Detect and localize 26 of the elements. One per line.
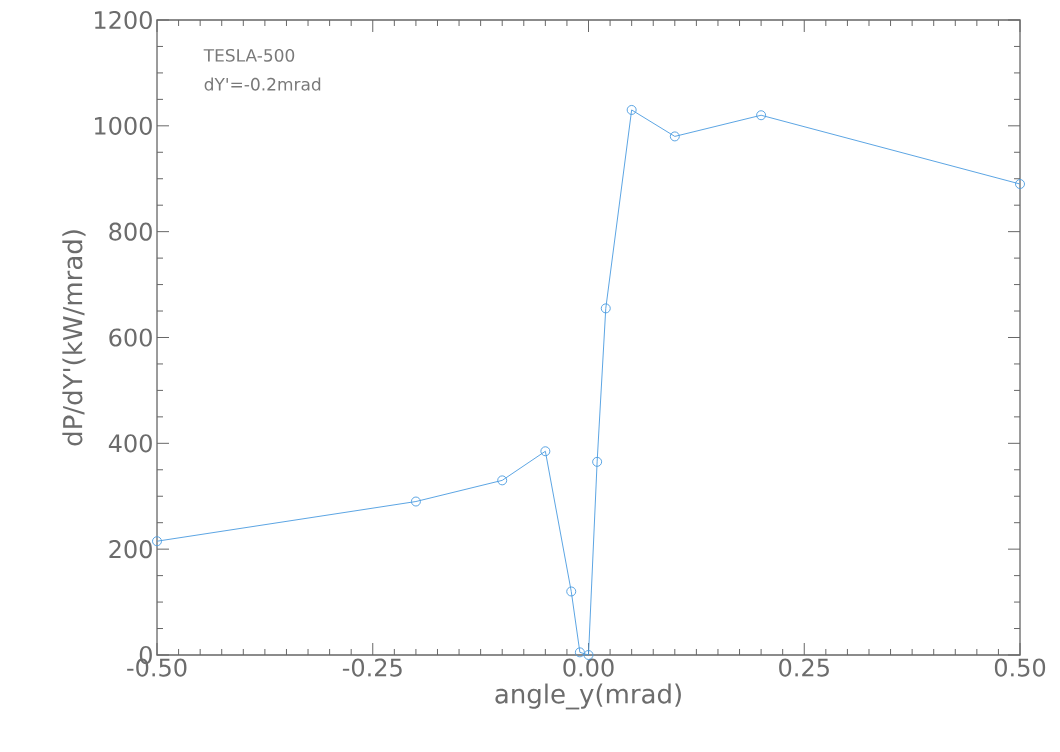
point (566, 586, 577, 597)
annotation: TESLA-500 (203, 48, 295, 62)
point (152, 536, 162, 547)
y-tick-label: 200 (109, 540, 152, 559)
x-tick-label: 0.00 (563, 658, 614, 677)
point (410, 496, 421, 507)
y-tick-label: 400 (108, 434, 152, 453)
point (669, 131, 680, 142)
point (497, 475, 508, 486)
point (626, 105, 637, 115)
point (540, 446, 551, 457)
x-tick-label: 0.50 (994, 658, 1046, 677)
point (600, 303, 611, 314)
point (574, 647, 585, 658)
y-tick-label: 600 (109, 328, 152, 347)
point (1015, 179, 1025, 189)
y-tick-label: 1000 (95, 116, 152, 135)
y-tick-label: 800 (109, 222, 152, 241)
y-axis-title: dP/dY'(kW/mrad) (62, 230, 86, 446)
y-tick-label: 1200 (95, 10, 152, 30)
point (592, 456, 603, 467)
x-tick-label: -0.25 (342, 658, 402, 677)
x-tick-label: 0.25 (779, 658, 829, 677)
annotation: dY'=-0.2mrad (204, 77, 321, 91)
point (756, 110, 767, 121)
x-axis-title: angle_y(mrad) (495, 683, 681, 710)
